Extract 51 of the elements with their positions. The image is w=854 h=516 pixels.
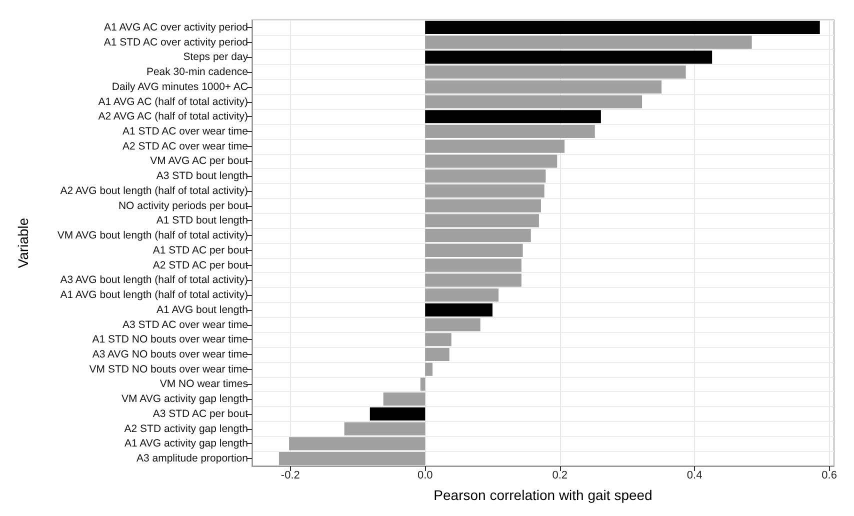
bar xyxy=(425,288,499,302)
x-tick-label: 0.2 xyxy=(552,470,568,482)
bar xyxy=(425,124,595,138)
y-tick-label: VM AVG activity gap length xyxy=(122,393,248,406)
x-axis-title: Pearson correlation with gait speed xyxy=(434,487,652,503)
y-tick-label: A2 STD activity gap length xyxy=(124,422,248,435)
y-tick-label: A1 STD NO bouts over wear time xyxy=(92,334,248,346)
bar xyxy=(425,348,450,362)
y-tick-label: VM STD NO bouts over wear time xyxy=(89,363,248,376)
y-tick-label: A3 AVG NO bouts over wear time xyxy=(92,348,248,360)
y-tick-label: A2 STD AC per bout xyxy=(152,259,248,272)
bar xyxy=(425,65,686,79)
y-tick-label: A1 STD AC per bout xyxy=(152,244,248,256)
y-tick-label: A2 AVG bout length (half of total activity) xyxy=(60,184,248,197)
y-tick-label: VM AVG bout length (half of total activity) xyxy=(57,230,248,242)
bar xyxy=(425,229,531,242)
y-tick-label: A1 AVG AC (half of total activity) xyxy=(98,96,248,108)
y-tick-label: A1 AVG bout length (half of total activity) xyxy=(60,289,248,302)
y-tick-label: A1 STD AC over wear time xyxy=(122,126,248,138)
y-tick-label: A1 AVG activity gap length xyxy=(124,438,248,450)
y-tick-label: A1 STD bout length xyxy=(156,214,248,227)
y-tick-label: A3 STD AC over wear time xyxy=(122,318,248,331)
bar xyxy=(425,362,433,376)
y-tick-label: A3 amplitude proportion xyxy=(136,452,248,465)
y-tick-label: NO activity periods per bout xyxy=(118,200,248,212)
y-tick-label: A3 STD bout length xyxy=(156,170,248,182)
y-tick-label: Peak 30-min cadence xyxy=(146,66,248,78)
bar xyxy=(425,303,492,316)
x-tick-label: 0.0 xyxy=(417,470,433,482)
bar xyxy=(425,50,712,64)
y-axis-title: Variable xyxy=(15,218,31,268)
bar xyxy=(425,36,752,49)
x-tick-label: 0.4 xyxy=(686,470,702,482)
bar xyxy=(425,110,601,124)
y-tick-label: A2 STD AC over wear time xyxy=(122,140,248,152)
y-tick-label: VM NO wear times xyxy=(160,378,248,390)
bar xyxy=(370,407,426,421)
bar xyxy=(425,20,820,34)
y-tick-label: A2 AVG AC (half of total activity) xyxy=(98,110,248,123)
x-tick-label: 0.6 xyxy=(822,470,837,482)
y-tick-label: A1 AVG AC over activity period xyxy=(104,21,248,34)
y-tick-label: A1 AVG bout length xyxy=(156,304,248,316)
y-tick-label: Daily AVG minutes 1000+ AC xyxy=(112,80,248,93)
bar xyxy=(425,184,544,198)
bar xyxy=(425,244,523,257)
y-tick-label: VM AVG AC per bout xyxy=(150,155,248,168)
y-tick-label: A3 STD AC per bout xyxy=(152,408,248,420)
x-tick-label: -0.2 xyxy=(280,470,300,482)
y-tick-label: A3 AVG bout length (half of total activity) xyxy=(60,274,248,286)
y-tick-label: A1 STD AC over activity period xyxy=(104,36,248,48)
y-tick-label: Steps per day xyxy=(183,51,249,64)
